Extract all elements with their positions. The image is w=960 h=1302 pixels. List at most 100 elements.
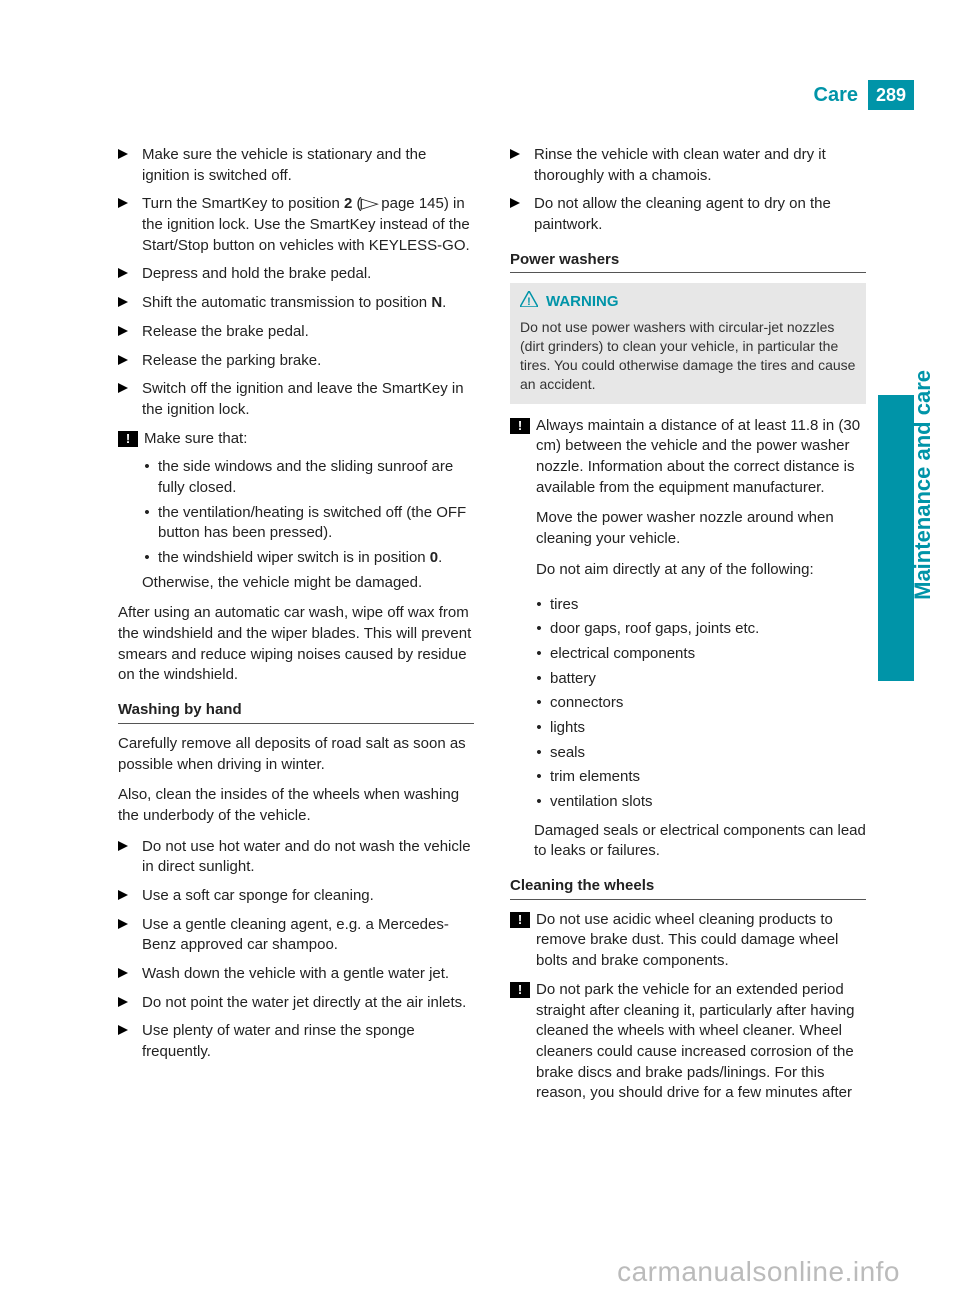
bullet-text: door gaps, roof gaps, joints etc.: [550, 619, 759, 640]
note-body: Do not park the vehicle for an extended …: [536, 980, 866, 1104]
note-icon: !: [510, 982, 530, 998]
step-arrow-icon: [118, 149, 136, 186]
paragraph: Move the power washer nozzle around when…: [536, 508, 866, 549]
bullet-dot-icon: •: [534, 595, 544, 616]
text: Turn the SmartKey to position: [142, 195, 344, 212]
paragraph: Always maintain a distance of at least 1…: [536, 416, 866, 499]
bullet-dot-icon: •: [142, 457, 152, 498]
bullet-item: • the side windows and the sliding sunro…: [142, 457, 474, 498]
bullet-dot-icon: •: [534, 644, 544, 665]
step-arrow-icon: [118, 268, 136, 285]
step-arrow-icon: [118, 997, 136, 1014]
side-section-label: Maintenance and care: [910, 370, 936, 600]
subheading: Cleaning the wheels: [510, 876, 866, 897]
bullet-text: connectors: [550, 693, 623, 714]
bullet-text: battery: [550, 669, 596, 690]
subheading-rule: [118, 723, 474, 724]
text: Shift the automatic transmission to posi…: [142, 294, 431, 311]
page-header: Care 289: [814, 80, 914, 110]
content-area: Make sure the vehicle is stationary and …: [118, 145, 866, 1112]
step-item: Depress and hold the brake pedal.: [118, 264, 474, 285]
warning-body: Do not use power washers with circular-j…: [520, 318, 856, 394]
bullet-dot-icon: •: [534, 669, 544, 690]
step-item: Release the parking brake.: [118, 351, 474, 372]
step-text: Use a soft car sponge for cleaning.: [142, 886, 374, 907]
bullet-item: • the windshield wiper switch is in posi…: [142, 548, 474, 569]
step-arrow-icon: [118, 198, 136, 256]
note-body: Make sure that:: [144, 429, 247, 450]
step-item: Wash down the vehicle with a gentle wate…: [118, 964, 474, 985]
bullet-item: •seals: [534, 743, 866, 764]
bullet-text: ventilation slots: [550, 792, 653, 813]
right-column: Rinse the vehicle with clean water and d…: [510, 145, 866, 1112]
step-text: Release the parking brake.: [142, 351, 321, 372]
text: .: [442, 294, 446, 311]
step-arrow-icon: [118, 297, 136, 314]
note-block: ! Always maintain a distance of at least…: [510, 416, 866, 587]
bullet-dot-icon: •: [142, 548, 152, 569]
subheading: Washing by hand: [118, 700, 474, 721]
paragraph: Carefully remove all deposits of road sa…: [118, 734, 474, 775]
warning-triangle-icon: !: [520, 291, 540, 314]
bullet-item: • the ventilation/heating is switched of…: [142, 503, 474, 544]
step-text: Do not allow the cleaning agent to dry o…: [534, 194, 866, 235]
bullet-text: the windshield wiper switch is in positi…: [158, 548, 442, 569]
note-block: ! Make sure that:: [118, 429, 474, 450]
bullet-item: •connectors: [534, 693, 866, 714]
step-item: Do not allow the cleaning agent to dry o…: [510, 194, 866, 235]
svg-text:!: !: [527, 296, 531, 307]
step-item: Turn the SmartKey to position 2 (▷ page …: [118, 194, 474, 256]
bullet-dot-icon: •: [534, 767, 544, 788]
text: the windshield wiper switch is in positi…: [158, 549, 430, 566]
subheading-rule: [510, 272, 866, 273]
bullet-item: • battery: [534, 669, 866, 690]
bullet-text: seals: [550, 743, 585, 764]
warning-heading: ! WARNING: [520, 291, 856, 314]
bullet-dot-icon: •: [534, 792, 544, 813]
section-title: Care: [814, 80, 868, 110]
bullet-item: • electrical components: [534, 644, 866, 665]
step-text: Do not use hot water and do not wash the…: [142, 837, 474, 878]
step-text: Do not point the water jet directly at t…: [142, 993, 466, 1014]
step-arrow-icon: [118, 326, 136, 343]
bullet-text: the side windows and the sliding sunroof…: [158, 457, 474, 498]
step-item: Use a soft car sponge for cleaning.: [118, 886, 474, 907]
step-text: Turn the SmartKey to position 2 (▷ page …: [142, 194, 474, 256]
paragraph: Also, clean the insides of the wheels wh…: [118, 785, 474, 826]
note-icon: !: [510, 418, 530, 434]
text-bold: 0: [430, 549, 438, 566]
note-icon: !: [510, 912, 530, 928]
step-arrow-icon: [510, 149, 528, 186]
page-container: Care 289 Maintenance and care Make sure …: [0, 0, 960, 1302]
step-arrow-icon: [510, 198, 528, 235]
step-item: Shift the automatic transmission to posi…: [118, 293, 474, 314]
step-arrow-icon: [118, 968, 136, 985]
step-item: Use a gentle cleaning agent, e.g. a Merc…: [118, 915, 474, 956]
bullet-text: electrical components: [550, 644, 695, 665]
bullet-text: trim elements: [550, 767, 640, 788]
step-text: Rinse the vehicle with clean water and d…: [534, 145, 866, 186]
step-arrow-icon: [118, 919, 136, 956]
note-lead: Make sure that:: [144, 429, 247, 450]
note-body: Do not use acidic wheel cleaning product…: [536, 910, 866, 972]
bullet-text: the ventilation/heating is switched off …: [158, 503, 474, 544]
step-item: Rinse the vehicle with clean water and d…: [510, 145, 866, 186]
bullet-text: tires: [550, 595, 578, 616]
step-arrow-icon: [118, 890, 136, 907]
bullet-dot-icon: •: [142, 503, 152, 544]
bullet-item: • ventilation slots: [534, 792, 866, 813]
step-item: Release the brake pedal.: [118, 322, 474, 343]
note-body: Always maintain a distance of at least 1…: [536, 416, 866, 587]
text-bold: N: [431, 294, 442, 311]
step-text: Wash down the vehicle with a gentle wate…: [142, 964, 449, 985]
note-block: ! Do not park the vehicle for an extende…: [510, 980, 866, 1104]
step-text: Use plenty of water and rinse the sponge…: [142, 1021, 474, 1062]
bullet-text: lights: [550, 718, 585, 739]
subheading: Power washers: [510, 250, 866, 271]
step-text: Make sure the vehicle is stationary and …: [142, 145, 474, 186]
bullet-item: •lights: [534, 718, 866, 739]
step-item: Switch off the ignition and leave the Sm…: [118, 379, 474, 420]
note-tail: Otherwise, the vehicle might be damaged.: [142, 573, 474, 594]
step-arrow-icon: [118, 383, 136, 420]
step-arrow-icon: [118, 355, 136, 372]
